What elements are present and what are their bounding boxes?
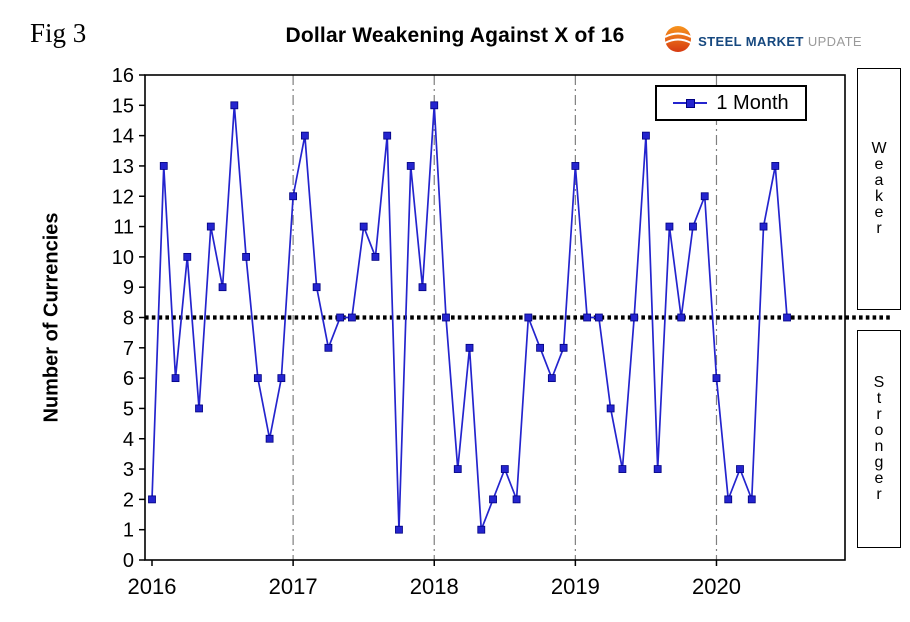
weaker-label: W e a k e r <box>871 140 887 237</box>
svg-text:4: 4 <box>123 429 134 451</box>
svg-text:15: 15 <box>112 95 134 117</box>
svg-text:0: 0 <box>123 550 134 572</box>
svg-text:7: 7 <box>123 338 134 360</box>
svg-text:9: 9 <box>123 277 134 299</box>
chart-title: Dollar Weakening Against X of 16 <box>285 24 625 47</box>
svg-text:1: 1 <box>123 520 134 542</box>
svg-text:6: 6 <box>123 368 134 390</box>
legend-series-label: 1 Month <box>716 91 789 114</box>
svg-text:10: 10 <box>112 247 134 269</box>
logo-word-market: MARKET <box>745 34 804 49</box>
logo-text: STEEL MARKET UPDATE <box>698 34 862 49</box>
svg-text:2016: 2016 <box>128 574 177 599</box>
figure-number: Fig 3 <box>30 18 87 48</box>
svg-text:3: 3 <box>123 459 134 481</box>
svg-text:2017: 2017 <box>269 574 318 599</box>
legend-series-swatch <box>673 98 708 108</box>
stronger-label: S t r o n g e r <box>873 374 885 503</box>
svg-text:16: 16 <box>112 65 134 87</box>
steel-market-update-logo: STEEL MARKET UPDATE <box>663 24 862 59</box>
svg-text:13: 13 <box>112 156 134 178</box>
svg-text:2019: 2019 <box>551 574 600 599</box>
svg-text:2018: 2018 <box>410 574 459 599</box>
logo-word-update: UPDATE <box>807 34 862 49</box>
weaker-annotation-box: W e a k e r <box>857 68 901 310</box>
logo-word-steel: STEEL <box>698 34 742 49</box>
svg-text:12: 12 <box>112 186 134 208</box>
y-axis-title: Number of Currencies <box>40 212 63 423</box>
legend: 1 Month <box>655 85 807 121</box>
stronger-annotation-box: S t r o n g e r <box>857 330 901 548</box>
svg-text:8: 8 <box>123 308 134 330</box>
chart-plot-area: 2016 2017 2018 2019 202001234567891011121314… <box>112 65 893 599</box>
logo-globe-icon <box>663 24 693 59</box>
legend-marker-sample <box>686 98 696 108</box>
svg-text:2: 2 <box>123 489 134 511</box>
svg-text:5: 5 <box>123 398 134 420</box>
svg-text:2020: 2020 <box>692 574 741 599</box>
svg-text:11: 11 <box>113 217 134 239</box>
svg-text:14: 14 <box>112 126 134 148</box>
